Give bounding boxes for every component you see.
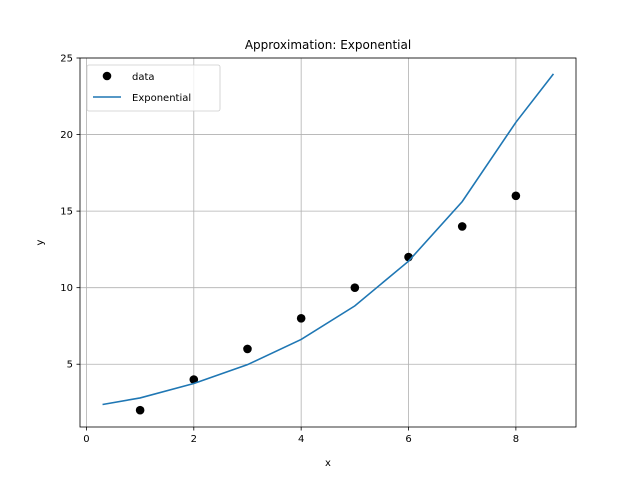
data-point [457,222,467,231]
legend-frame [86,64,221,112]
y-tick-label: 5 [67,360,73,371]
x-tick-label: 2 [191,434,197,445]
data-point [350,283,360,292]
ticks: 0 2 4 6 8 5 10 15 20 25 [60,54,519,446]
x-tick-label: 8 [513,434,519,445]
x-axis-label: x [325,458,331,469]
data-point [189,375,199,384]
series-layer [102,73,555,415]
legend-marker-swatch [102,71,112,81]
data-point [296,313,306,323]
exponential-line [102,73,555,406]
y-tick-label: 25 [60,54,73,65]
x-tick-label: 0 [83,434,89,445]
x-tick-label: 4 [298,434,304,445]
plot-frame [79,57,577,428]
chart-title: Approximation: Exponential [245,38,411,52]
legend: data Exponential [86,64,221,112]
y-tick-label: 20 [60,130,73,141]
x-tick-label: 6 [405,434,411,445]
data-point [135,405,145,415]
data-point [243,344,252,354]
y-axis-label: y [35,239,46,245]
data-point [511,191,521,201]
y-tick-label: 10 [60,283,73,294]
legend-label: Exponential [132,93,191,104]
y-tick-label: 15 [60,207,73,218]
legend-label: data [132,72,155,83]
